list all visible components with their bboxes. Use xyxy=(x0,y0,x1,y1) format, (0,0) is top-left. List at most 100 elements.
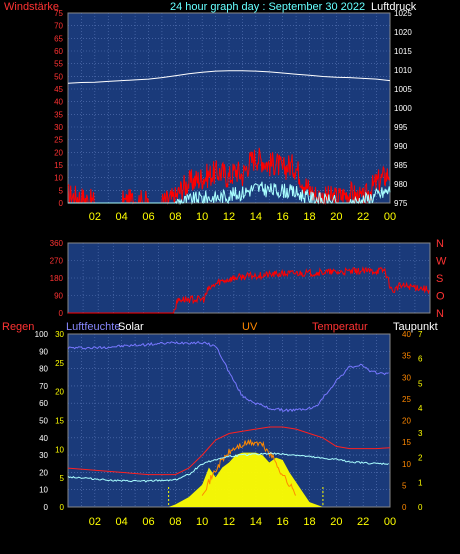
solar-area xyxy=(168,452,323,507)
pressure-axis-tick: 995 xyxy=(394,123,408,132)
x-tick-label: 12 xyxy=(223,211,235,223)
direction-axis-tick: 270 xyxy=(50,257,64,266)
rain-axis-tick: 40 xyxy=(39,434,48,443)
humidity-axis-tick: 0 xyxy=(60,503,65,512)
x-tick-label: 12 xyxy=(223,516,235,528)
pressure-axis-tick: 980 xyxy=(394,180,408,189)
wind-axis-tick: 75 xyxy=(54,9,63,18)
humidity-series-line xyxy=(67,340,389,413)
wind-axis-tick: 50 xyxy=(54,72,63,81)
temperature-series-line xyxy=(67,426,391,476)
wind-axis-tick: 20 xyxy=(54,148,63,157)
direction-axis-tick: 360 xyxy=(50,239,64,248)
x-tick-label: 04 xyxy=(116,516,128,528)
pressure-axis-tick: 985 xyxy=(394,161,408,170)
x-tick-label: 00 xyxy=(384,211,396,223)
temperature-axis-tick: 20 xyxy=(402,417,411,426)
temperature-axis-tick: 0 xyxy=(402,503,407,512)
temperature-axis-tick: 40 xyxy=(402,330,411,339)
x-tick-label: 16 xyxy=(277,211,289,223)
direction-axis-tick: 180 xyxy=(50,274,64,283)
rain-axis-tick: 10 xyxy=(39,486,48,495)
x-tick-label: 20 xyxy=(330,211,342,223)
wind-axis-tick: 5 xyxy=(59,186,64,195)
wind-axis-tick: 25 xyxy=(54,136,63,145)
uv-label: UV xyxy=(242,321,258,333)
uv-axis-tick: 7 xyxy=(418,330,423,339)
temperature-axis-tick: 10 xyxy=(402,460,411,469)
rain-axis-tick: 60 xyxy=(39,399,48,408)
humidity-axis-tick: 10 xyxy=(55,445,64,454)
x-tick-label: 10 xyxy=(196,516,208,528)
humidity-axis-tick: 30 xyxy=(55,330,64,339)
rain-axis-tick: 90 xyxy=(39,347,48,356)
humidity-label: Luftfeuchte xyxy=(66,321,121,333)
pressure-series-line xyxy=(67,70,391,84)
rain-axis-tick: 0 xyxy=(44,503,49,512)
wind-axis-label: Windstärke xyxy=(4,1,60,13)
x-tick-label: 04 xyxy=(116,211,128,223)
x-tick-label: 14 xyxy=(250,211,262,223)
x-tick-label: 18 xyxy=(303,211,315,223)
rain-axis-tick: 30 xyxy=(39,451,48,460)
temperature-axis-tick: 15 xyxy=(402,438,411,447)
x-tick-label: 22 xyxy=(357,516,369,528)
humidity-axis-tick: 15 xyxy=(55,417,64,426)
x-tick-label: 22 xyxy=(357,211,369,223)
x-tick-label: 02 xyxy=(89,516,101,528)
humidity-axis-tick: 20 xyxy=(55,388,64,397)
x-tick-label: 16 xyxy=(277,516,289,528)
wind-axis-tick: 45 xyxy=(54,85,63,94)
uv-series-line xyxy=(201,438,296,496)
wind-axis-tick: 70 xyxy=(54,22,63,31)
dewpoint-series-line xyxy=(67,452,389,483)
dewpoint-label: Taupunkt xyxy=(393,321,438,333)
pressure-axis-tick: 1020 xyxy=(394,28,412,37)
pressure-axis-tick: 990 xyxy=(394,142,408,151)
pressure-axis-tick: 1025 xyxy=(394,9,412,18)
wind-axis-tick: 35 xyxy=(54,110,63,119)
direction-series-line xyxy=(68,265,430,314)
x-tick-label: 06 xyxy=(142,516,154,528)
x-tick-label: 20 xyxy=(330,516,342,528)
temperature-label: Temperatur xyxy=(312,321,368,333)
temperature-axis-tick: 35 xyxy=(402,352,411,361)
humidity-axis-tick: 5 xyxy=(60,474,65,483)
wind-axis-tick: 55 xyxy=(54,60,63,69)
rain-axis-tick: 80 xyxy=(39,365,48,374)
x-tick-label: 02 xyxy=(89,211,101,223)
uv-axis-tick: 5 xyxy=(418,379,423,388)
rain-axis-tick: 100 xyxy=(35,330,49,339)
temperature-axis-tick: 25 xyxy=(402,395,411,404)
gust-series-line xyxy=(68,181,391,205)
direction-axis-tick: 90 xyxy=(54,292,63,301)
rain-label: Regen xyxy=(2,321,35,333)
compass-label: N xyxy=(436,238,444,250)
temperature-axis-tick: 5 xyxy=(402,481,407,490)
uv-axis-tick: 1 xyxy=(418,478,423,487)
pressure-axis-label: Luftdruck xyxy=(371,1,417,13)
uv-axis-tick: 3 xyxy=(418,429,423,438)
temperature-axis-tick: 30 xyxy=(402,373,411,382)
humidity-axis-tick: 25 xyxy=(55,359,64,368)
wind-axis-tick: 0 xyxy=(59,199,64,208)
x-tick-label: 06 xyxy=(142,211,154,223)
uv-axis-tick: 6 xyxy=(418,355,423,364)
wind-axis-tick: 40 xyxy=(54,98,63,107)
uv-axis-tick: 2 xyxy=(418,454,423,463)
compass-label: N xyxy=(436,308,444,320)
x-tick-label: 10 xyxy=(196,211,208,223)
pressure-axis-tick: 1010 xyxy=(394,66,412,75)
wind-axis-tick: 60 xyxy=(54,47,63,56)
wind-axis-tick: 10 xyxy=(54,174,63,183)
pressure-axis-tick: 1000 xyxy=(394,104,412,113)
chart-title: 24 hour graph day : September 30 2022 xyxy=(170,1,366,13)
rain-axis-tick: 50 xyxy=(39,417,48,426)
x-tick-label: 08 xyxy=(169,211,181,223)
compass-label: S xyxy=(436,273,443,285)
wind-axis-tick: 30 xyxy=(54,123,63,132)
uv-axis-tick: 0 xyxy=(418,503,423,512)
x-tick-label: 18 xyxy=(303,516,315,528)
pressure-axis-tick: 1015 xyxy=(394,47,412,56)
